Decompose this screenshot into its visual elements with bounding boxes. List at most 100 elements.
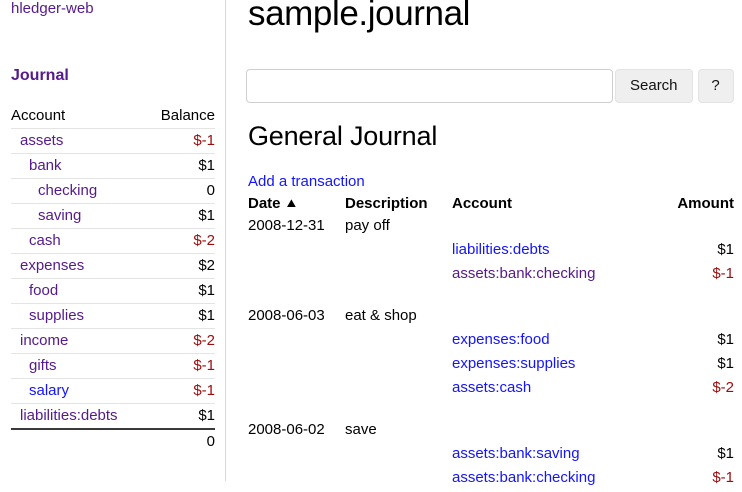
account-name-cell: expenses — [11, 253, 147, 279]
transaction-description: save — [345, 421, 377, 438]
transaction-amount-empty — [630, 306, 740, 330]
transaction-account-empty — [452, 420, 630, 444]
posting-date-empty — [246, 354, 345, 378]
account-row: supplies $1 — [11, 303, 215, 329]
journal-col-date[interactable]: Date ▲ — [246, 195, 345, 216]
account-balance-cell: $-1 — [146, 353, 215, 379]
account-total-spacer — [11, 428, 147, 454]
account-balance-cell: $1 — [146, 203, 215, 229]
account-balance-cell: $-1 — [146, 128, 215, 154]
journal-header-row: Date ▲ Description Account Amount — [246, 195, 740, 216]
transaction-spacer-cell — [246, 402, 740, 420]
account-name-cell: cash — [11, 228, 147, 254]
transaction-account-empty — [452, 216, 630, 240]
account-link[interactable]: food — [29, 282, 59, 299]
transaction-description: pay off — [345, 217, 390, 234]
search-button[interactable]: Search — [615, 69, 693, 103]
transaction-row: 2008-06-03 eat & shop — [246, 306, 740, 330]
account-total-value: 0 — [146, 428, 215, 454]
posting-amount: $1 — [717, 355, 734, 372]
transaction-date: 2008-06-02 — [248, 421, 325, 438]
transaction-account-empty — [452, 306, 630, 330]
account-link[interactable]: gifts — [29, 357, 57, 374]
account-balance-cell: $-1 — [146, 378, 215, 404]
journal-col-account: Account — [452, 195, 512, 212]
posting-date-empty — [246, 330, 345, 354]
account-link[interactable]: supplies — [29, 307, 85, 324]
account-link[interactable]: checking — [38, 182, 98, 199]
posting-account-link[interactable]: liabilities:debts — [452, 241, 550, 258]
account-balance-cell: $1 — [146, 303, 215, 329]
posting-description-empty — [345, 378, 452, 402]
transaction-amount-empty — [630, 216, 740, 240]
posting-account-cell: assets:cash — [452, 378, 630, 402]
account-link[interactable]: income — [20, 332, 69, 349]
posting-date-empty — [246, 378, 345, 402]
add-transaction-link[interactable]: Add a transaction — [248, 173, 365, 190]
transaction-spacer — [246, 288, 740, 306]
account-name-cell: checking — [11, 178, 147, 204]
posting-row: assets:bank:checking $-1 — [246, 264, 740, 288]
posting-account-cell: assets:bank:checking — [452, 468, 630, 492]
posting-date-empty — [246, 468, 345, 492]
account-row: expenses $2 — [11, 253, 215, 279]
account-name-cell: liabilities:debts — [11, 403, 147, 429]
account-row: assets $-1 — [11, 128, 215, 154]
posting-amount: $-1 — [712, 469, 734, 486]
posting-account-link[interactable]: assets:bank:saving — [452, 445, 580, 462]
posting-description-empty — [345, 240, 452, 264]
posting-row: liabilities:debts $1 — [246, 240, 740, 264]
journal-col-date-label: Date — [248, 195, 281, 212]
posting-description-empty — [345, 354, 452, 378]
accounts-col-account: Account — [11, 107, 66, 124]
account-balance-cell: $1 — [146, 403, 215, 429]
posting-account-link[interactable]: assets:bank:checking — [452, 469, 596, 486]
posting-account-cell: expenses:supplies — [452, 354, 630, 378]
account-name-cell: food — [11, 278, 147, 304]
posting-date-empty — [246, 264, 345, 288]
account-row: food $1 — [11, 278, 215, 304]
posting-row: assets:bank:checking $-1 — [246, 468, 740, 492]
account-balance-cell: 0 — [146, 178, 215, 204]
posting-account-cell: liabilities:debts — [452, 240, 630, 264]
account-row: salary $-1 — [11, 378, 215, 404]
posting-account-link[interactable]: assets:bank:checking — [452, 265, 596, 282]
accounts-balance-table: Account Balance assets $-1 bank $1 checking 0… — [11, 107, 215, 454]
journal-col-amount: Amount — [677, 195, 734, 212]
section-title: General Journal — [248, 121, 438, 151]
posting-row: expenses:food $1 — [246, 330, 740, 354]
account-link[interactable]: bank — [29, 157, 62, 174]
account-link[interactable]: assets — [20, 132, 64, 149]
account-row: checking 0 — [11, 178, 215, 204]
posting-amount: $1 — [717, 445, 734, 462]
posting-row: assets:cash $-2 — [246, 378, 740, 402]
help-button[interactable]: ? — [697, 69, 734, 103]
account-balance-cell: $2 — [146, 253, 215, 279]
posting-description-empty — [345, 468, 452, 492]
posting-account-link[interactable]: expenses:food — [452, 331, 550, 348]
transaction-amount-empty — [630, 420, 740, 444]
account-row: income $-2 — [11, 328, 215, 354]
sidebar-heading-journal[interactable]: Journal — [11, 67, 69, 84]
posting-date-empty — [246, 444, 345, 468]
account-balance-cell: $1 — [146, 278, 215, 304]
account-link[interactable]: liabilities:debts — [20, 407, 118, 424]
page-title: sample.journal — [248, 0, 471, 33]
posting-date-empty — [246, 240, 345, 264]
posting-description-empty — [345, 330, 452, 354]
transaction-date: 2008-06-03 — [248, 307, 325, 324]
posting-account-link[interactable]: assets:cash — [452, 379, 532, 396]
transaction-date: 2008-12-31 — [248, 217, 325, 234]
account-link[interactable]: saving — [38, 207, 82, 224]
brand-link[interactable]: hledger-web — [11, 0, 94, 17]
posting-account-link[interactable]: expenses:supplies — [452, 355, 576, 372]
main-content: sample.journal Search ? General Journal … — [246, 0, 742, 486]
hledger-web-page: hledger-web Journal Account Balance asse… — [11, 0, 742, 486]
account-link[interactable]: salary — [29, 382, 70, 399]
search-form: Search ? — [246, 69, 734, 103]
account-link[interactable]: expenses — [20, 257, 85, 274]
posting-account-cell: expenses:food — [452, 330, 630, 354]
account-row: gifts $-1 — [11, 353, 215, 379]
search-input[interactable] — [246, 69, 613, 103]
account-link[interactable]: cash — [29, 232, 61, 249]
